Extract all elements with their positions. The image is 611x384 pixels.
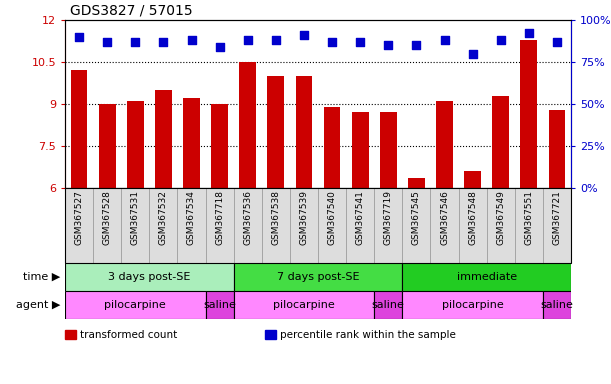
Text: GSM367532: GSM367532 [159, 190, 168, 245]
Text: saline: saline [541, 300, 573, 310]
Point [74, 34, 84, 40]
Point [496, 37, 506, 43]
Point [158, 39, 168, 45]
Point [468, 51, 478, 57]
Bar [402, 291, 543, 319]
Text: transformed count: transformed count [80, 330, 178, 340]
Bar [296, 76, 312, 188]
Bar [549, 109, 565, 188]
Text: GSM367531: GSM367531 [131, 190, 140, 245]
Text: GSM367539: GSM367539 [299, 190, 309, 245]
Text: GSM367534: GSM367534 [187, 190, 196, 245]
Text: GSM367528: GSM367528 [103, 190, 112, 245]
Point [524, 30, 534, 36]
Point [299, 32, 309, 38]
Bar [149, 188, 177, 263]
Bar [233, 188, 262, 263]
Point [102, 39, 112, 45]
Text: time ▶: time ▶ [23, 272, 60, 282]
Bar [205, 291, 233, 319]
Bar [374, 291, 402, 319]
Bar [543, 291, 571, 319]
Bar [436, 101, 453, 188]
Bar [402, 188, 430, 263]
Bar [99, 104, 115, 188]
Bar [408, 178, 425, 188]
Text: immediate: immediate [456, 272, 517, 282]
Point [327, 39, 337, 45]
Bar [459, 188, 487, 263]
Text: GSM367540: GSM367540 [327, 190, 337, 245]
Point [355, 39, 365, 45]
Bar [233, 291, 374, 319]
Text: percentile rank within the sample: percentile rank within the sample [280, 330, 456, 340]
Bar [233, 263, 402, 291]
Bar [121, 188, 149, 263]
Text: saline: saline [372, 300, 404, 310]
Text: GSM367718: GSM367718 [215, 190, 224, 245]
Text: GSM367545: GSM367545 [412, 190, 421, 245]
Text: GSM367546: GSM367546 [440, 190, 449, 245]
Text: pilocarpine: pilocarpine [273, 300, 335, 310]
Bar [374, 188, 402, 263]
Bar [402, 263, 571, 291]
Bar [352, 113, 368, 188]
Text: 3 days post-SE: 3 days post-SE [108, 272, 191, 282]
Text: GSM367549: GSM367549 [496, 190, 505, 245]
Text: GSM367719: GSM367719 [384, 190, 393, 245]
Text: GSM367721: GSM367721 [552, 190, 562, 245]
Bar [71, 70, 87, 188]
Bar [487, 188, 515, 263]
Text: GSM367536: GSM367536 [243, 190, 252, 245]
Bar [183, 98, 200, 188]
Bar [211, 104, 228, 188]
Text: pilocarpine: pilocarpine [442, 300, 503, 310]
Bar [93, 188, 121, 263]
Bar [515, 188, 543, 263]
Bar [521, 40, 537, 188]
Text: GSM367541: GSM367541 [356, 190, 365, 245]
Text: saline: saline [203, 300, 236, 310]
Bar [205, 188, 233, 263]
Bar [240, 62, 256, 188]
Point [214, 44, 224, 50]
Bar [324, 107, 340, 188]
Bar [127, 101, 144, 188]
Point [130, 39, 140, 45]
Point [243, 37, 252, 43]
Text: GSM367527: GSM367527 [75, 190, 84, 245]
Point [271, 37, 280, 43]
Bar [492, 96, 509, 188]
Point [383, 42, 393, 48]
Bar [464, 171, 481, 188]
Bar [262, 188, 290, 263]
Bar [65, 291, 205, 319]
Bar [65, 188, 93, 263]
Bar [290, 188, 318, 263]
Point [552, 39, 562, 45]
Text: 7 days post-SE: 7 days post-SE [277, 272, 359, 282]
Bar [543, 188, 571, 263]
Bar [430, 188, 459, 263]
Text: GDS3827 / 57015: GDS3827 / 57015 [70, 3, 192, 17]
Bar [177, 188, 205, 263]
Text: GSM367548: GSM367548 [468, 190, 477, 245]
Point [186, 37, 196, 43]
Bar [65, 263, 233, 291]
Point [411, 42, 421, 48]
Bar [318, 188, 346, 263]
Text: pilocarpine: pilocarpine [104, 300, 166, 310]
Text: GSM367538: GSM367538 [271, 190, 280, 245]
Point [439, 37, 449, 43]
Bar [380, 113, 397, 188]
Bar [268, 76, 284, 188]
Text: GSM367551: GSM367551 [524, 190, 533, 245]
Bar [346, 188, 374, 263]
Text: agent ▶: agent ▶ [16, 300, 60, 310]
Bar [155, 90, 172, 188]
